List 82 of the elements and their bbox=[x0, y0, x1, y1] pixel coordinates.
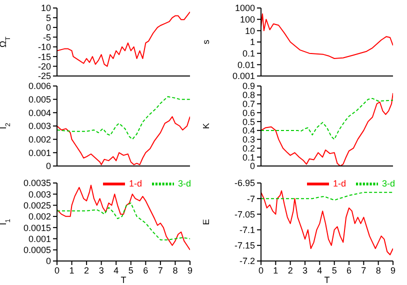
y-tick-label: 5 bbox=[46, 12, 51, 23]
y-tick-label: -7.2 bbox=[239, 256, 255, 266]
y-tick-label: 0.0035 bbox=[23, 178, 51, 188]
legend-label: 3-d bbox=[178, 178, 192, 188]
y-tick-label: 0.003 bbox=[28, 189, 51, 200]
y-tick-label: -5 bbox=[42, 32, 51, 42]
y-tick-label: -10 bbox=[38, 42, 51, 52]
line-series bbox=[57, 202, 190, 240]
y-tick-label: 10 bbox=[40, 3, 51, 14]
y-tick-label: -25 bbox=[38, 71, 51, 82]
y-axis-title: E bbox=[201, 218, 211, 226]
y-tick-label: 0.8 bbox=[242, 90, 255, 100]
y-tick-label: -7.05 bbox=[234, 209, 255, 220]
x-tick-label: 7 bbox=[158, 265, 163, 276]
x-tick-label: 8 bbox=[172, 265, 178, 276]
y-tick-label: 100 bbox=[240, 14, 255, 25]
y-tick-label: 0 bbox=[250, 161, 255, 172]
y-tick-label: 10 bbox=[244, 26, 255, 36]
y-tick-label: 0.005 bbox=[28, 94, 51, 105]
line-series bbox=[57, 96, 190, 140]
line-series bbox=[261, 98, 393, 140]
x-axis-title: T bbox=[324, 275, 330, 285]
y-tick-label: 0.001 bbox=[28, 148, 51, 158]
y-tick-label: -7 bbox=[246, 194, 255, 204]
y-tick-label: 1 bbox=[250, 37, 255, 48]
y-tick-label: 0.006 bbox=[28, 81, 51, 92]
legend-label: 1-d bbox=[128, 178, 142, 188]
y-tick-label: -7.1 bbox=[239, 224, 255, 235]
x-tick-label: 3 bbox=[302, 265, 308, 276]
x-tick-label: 2 bbox=[84, 265, 90, 276]
x-tick-label: 6 bbox=[143, 265, 148, 276]
y-tick-label: 0.002 bbox=[28, 212, 51, 222]
y-tick-label: 0.4 bbox=[242, 126, 255, 136]
y-tick-label: 0.001 bbox=[232, 71, 255, 82]
x-tick-label: 0 bbox=[258, 265, 264, 276]
y-tick-label: 0.1 bbox=[242, 152, 255, 162]
line-series bbox=[261, 192, 393, 201]
y-tick-label: 0.001 bbox=[28, 234, 51, 244]
x-axis-title: T bbox=[120, 275, 127, 285]
y-tick-label: 0.5 bbox=[242, 116, 255, 127]
x-tick-label: 7 bbox=[361, 265, 366, 276]
legend-label: 3-d bbox=[382, 178, 396, 188]
y-tick-label: 0 bbox=[46, 161, 51, 172]
y-tick-label: 0.01 bbox=[237, 60, 255, 70]
y-tick-label: 0.0005 bbox=[23, 245, 51, 256]
y-tick-label: -20 bbox=[38, 61, 51, 72]
legend-label: 1-d bbox=[332, 178, 346, 188]
x-tick-label: 8 bbox=[376, 265, 381, 276]
x-tick-label: 4 bbox=[114, 265, 119, 276]
y-tick-label: 0.3 bbox=[242, 134, 255, 145]
y-tick-label: 0.004 bbox=[28, 108, 51, 118]
y-tick-label: 0.9 bbox=[242, 81, 255, 92]
x-tick-label: 0 bbox=[54, 265, 60, 276]
y-tick-label: -6.95 bbox=[234, 178, 255, 188]
x-tick-label: 1 bbox=[273, 265, 278, 276]
y-tick-label: 0 bbox=[46, 256, 51, 266]
x-tick-label: 3 bbox=[98, 265, 104, 276]
y-tick-label: 0 bbox=[46, 22, 51, 33]
x-tick-label: 6 bbox=[346, 265, 352, 276]
y-tick-label: 0.0025 bbox=[23, 200, 51, 210]
x-tick-label: 4 bbox=[317, 265, 322, 276]
y-axis-title: K bbox=[201, 122, 211, 130]
x-tick-label: 2 bbox=[288, 265, 293, 276]
y-tick-label: 0.0015 bbox=[23, 222, 51, 233]
x-tick-label: 9 bbox=[187, 265, 193, 276]
y-tick-label: 0.003 bbox=[28, 121, 51, 132]
x-tick-label: 5 bbox=[128, 265, 134, 276]
y-tick-label: 0.7 bbox=[242, 98, 255, 109]
y-tick-label: -7.15 bbox=[234, 240, 255, 251]
y-tick-label: 0.1 bbox=[242, 48, 255, 59]
line-series bbox=[261, 190, 393, 256]
line-series bbox=[261, 13, 393, 59]
x-tick-label: 1 bbox=[69, 265, 74, 276]
y-tick-label: 0.002 bbox=[28, 134, 51, 145]
line-series bbox=[57, 11, 190, 67]
y-tick-label: 0.6 bbox=[242, 108, 255, 118]
x-tick-label: 5 bbox=[332, 265, 337, 276]
y-tick-label: 0.2 bbox=[242, 143, 255, 154]
x-tick-label: 9 bbox=[390, 265, 396, 276]
y-tick-label: -15 bbox=[38, 52, 51, 62]
y-axis-title: s bbox=[201, 39, 211, 44]
y-tick-label: 1000 bbox=[234, 3, 255, 14]
